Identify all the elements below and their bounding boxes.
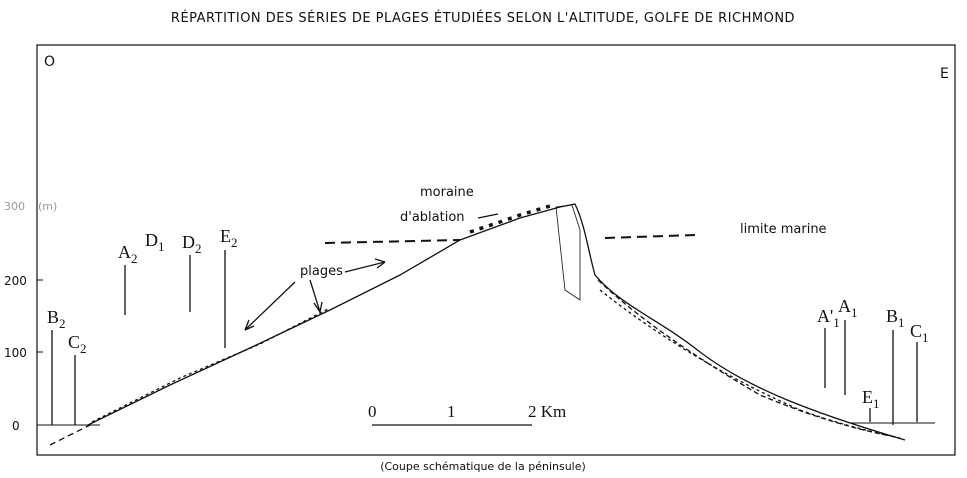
tick-label: 0 [12,419,20,433]
tick-label: 300 [4,200,25,213]
limit-lines [325,235,695,243]
series-letter: D [145,230,158,250]
series-letter: D [182,232,195,252]
series-letter: C [68,332,80,352]
series-letter: A [838,296,851,316]
series-subscript: 2 [59,316,66,331]
series-letter: E [220,226,231,246]
range-bars [52,250,917,425]
series-subscript: 2 [195,241,202,256]
series-label: D1 [145,230,165,254]
series-subscript: 1 [922,330,929,345]
series-label: A2 [118,242,138,266]
annotation: plages [300,264,343,279]
series-subscript: 1 [158,239,165,254]
title: RÉPARTITION DES SÉRIES DE PLAGES ÉTUDIÉE… [171,10,795,26]
series-subscript: 1 [873,396,880,411]
annotation: limite marine [740,222,827,237]
series-subscript: 2 [80,341,87,356]
tick-marks [37,280,935,425]
scale-label: 1 [447,402,456,421]
diagram: RÉPARTITION DES SÉRIES DE PLAGES ÉTUDIÉE… [0,0,967,478]
scale-label: 2 Km [528,402,566,421]
series-label: C1 [910,321,929,345]
series-label: E1 [862,387,880,411]
series-subscript: 2 [231,235,238,250]
series-label: B1 [886,306,905,330]
series-label: A'1 [817,306,840,330]
series-subscript: 2 [131,251,138,266]
profile [50,204,905,445]
annotation: moraine [420,185,474,200]
series-label: A1 [838,296,858,320]
series-label: B2 [47,307,66,331]
series-label: C2 [68,332,87,356]
scale-label: 0 [368,402,377,421]
series-letter: A [118,242,131,262]
caption: (Coupe schématique de la péninsule) [380,460,586,473]
series-label: D2 [182,232,202,256]
series-subscript: 1 [851,305,858,320]
axis-unit: (m) [38,200,57,213]
series-label: E2 [220,226,238,250]
frame [37,45,955,455]
series-subscript: 1 [898,315,905,330]
series-letter: B [886,306,898,326]
tick-label: 100 [4,346,27,360]
series-letter: E [862,387,873,407]
corner-east: E [940,66,949,82]
corner-west: O [44,54,55,70]
annotation: d'ablation [400,210,465,225]
series-letter: B [47,307,59,327]
arrows [245,214,498,330]
series-letter: C [910,321,922,341]
series-subscript: 1 [833,315,840,330]
series-letter: A' [817,306,833,326]
tick-label: 200 [4,274,27,288]
